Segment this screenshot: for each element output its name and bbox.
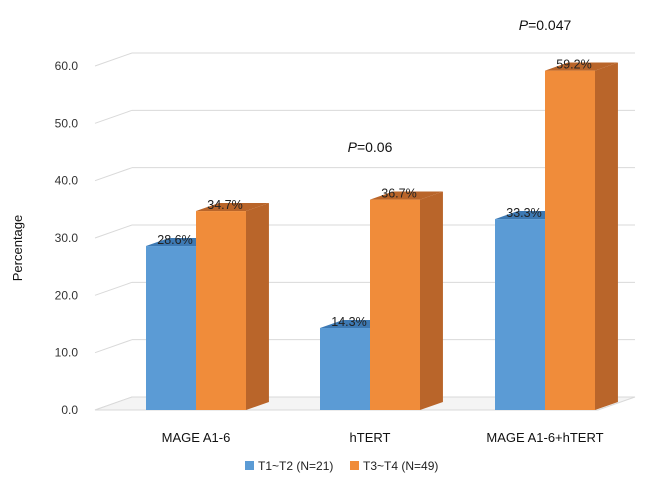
data-label: 28.6%	[157, 233, 192, 247]
bar-front	[146, 246, 196, 410]
legend-label: T1~T2 (N=21)	[258, 459, 333, 473]
data-label: 34.7%	[207, 198, 242, 212]
gridline-depth	[94, 224, 133, 239]
y-tick-label: 20.0	[55, 288, 79, 302]
bar-top	[545, 62, 618, 71]
bar-front	[370, 199, 420, 410]
x-tick-label: MAGE A1-6+hTERT	[486, 430, 603, 445]
gridline-depth	[94, 109, 133, 124]
data-label: 59.2%	[556, 58, 591, 72]
gridline-depth	[94, 339, 133, 354]
x-tick-label: hTERT	[350, 430, 391, 445]
p-value-annotation: P=0.06	[348, 139, 393, 155]
legend-swatch	[350, 461, 359, 470]
bar-front	[320, 328, 370, 410]
y-tick-label: 10.0	[55, 346, 79, 360]
bar	[545, 62, 618, 410]
bar-side	[595, 62, 618, 410]
bar-front	[545, 70, 595, 410]
bar-side	[420, 191, 443, 410]
y-tick-label: 0.0	[61, 403, 78, 417]
bar-front	[196, 211, 246, 410]
y-tick-label: 30.0	[55, 231, 79, 245]
bar	[196, 202, 269, 410]
bar-side	[246, 202, 269, 410]
x-tick-label: MAGE A1-6	[162, 430, 231, 445]
bar	[370, 191, 443, 410]
legend-swatch	[245, 461, 254, 470]
data-label: 36.7%	[381, 187, 416, 201]
bar-top	[196, 202, 269, 212]
bar-top	[370, 191, 443, 200]
gridline-depth	[94, 281, 133, 296]
y-tick-label: 60.0	[55, 59, 79, 73]
data-label: 14.3%	[331, 315, 366, 329]
gridline-depth	[94, 52, 133, 67]
y-tick-label: 50.0	[55, 116, 79, 130]
y-tick-label: 40.0	[55, 174, 79, 188]
data-label: 33.3%	[506, 206, 541, 220]
legend-label: T3~T4 (N=49)	[363, 459, 438, 473]
gridline-depth	[94, 167, 133, 182]
p-value-annotation: P=0.047	[519, 17, 572, 33]
bar-front	[495, 219, 545, 410]
y-axis-label: Percentage	[10, 215, 25, 282]
